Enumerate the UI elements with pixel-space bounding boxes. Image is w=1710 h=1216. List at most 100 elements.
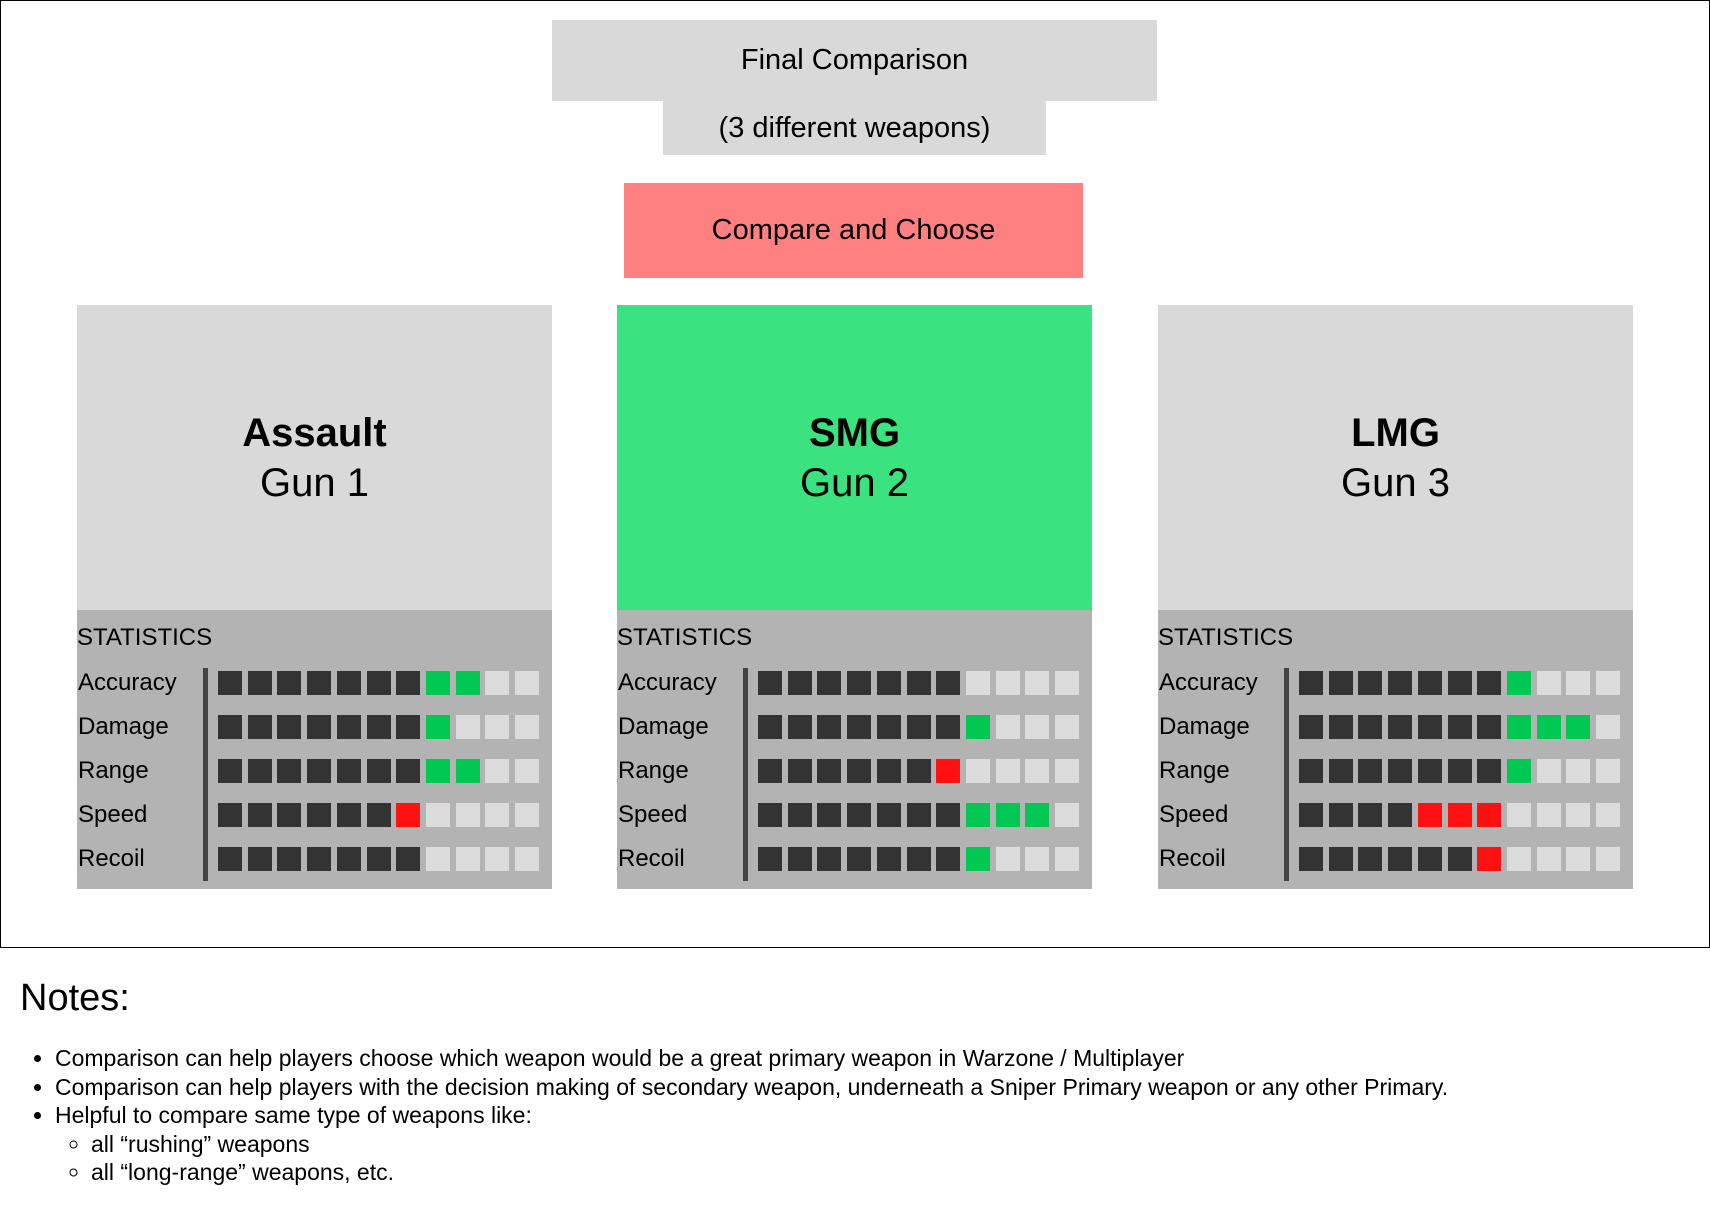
stat-segment-empty [456, 847, 480, 871]
stat-bar-damage [218, 715, 540, 739]
note-item: Comparison can help players with the dec… [55, 1073, 1705, 1102]
stat-row-damage: Damage [1158, 712, 1633, 742]
stat-segment-filled [1329, 671, 1353, 695]
weapon-type-label: SMG [808, 410, 901, 455]
stat-segment-empty [515, 759, 539, 783]
stat-label: Range [78, 757, 149, 784]
stat-segment-filled [396, 671, 420, 695]
stat-segment-empty [515, 847, 539, 871]
stat-segment-filled [877, 671, 901, 695]
stat-segment-bonus [966, 847, 990, 871]
stat-segment-bonus [996, 803, 1020, 827]
notes-sublist: all “rushing” weapons all “long-range” w… [55, 1130, 1705, 1187]
note-item: Comparison can help players choose which… [55, 1044, 1705, 1073]
stat-segment-empty [1537, 803, 1561, 827]
stat-segment-empty [1055, 847, 1079, 871]
stat-segment-filled [248, 847, 272, 871]
stat-segment-empty [1507, 803, 1531, 827]
stat-segment-filled [337, 847, 361, 871]
stat-segment-empty [996, 759, 1020, 783]
stat-segment-filled [396, 715, 420, 739]
stat-segment-empty [485, 847, 509, 871]
weapon-card-assault[interactable]: Assault Gun 1 STATISTICS Accuracy Damage R… [77, 305, 552, 889]
stat-label: Damage [1159, 713, 1250, 740]
stat-bar-speed [218, 803, 540, 827]
weapon-card-header[interactable]: Assault Gun 1 [77, 305, 552, 610]
stat-segment-filled [1418, 715, 1442, 739]
weapon-name-label: Gun 3 [1341, 460, 1450, 505]
stat-segment-filled [1388, 715, 1412, 739]
weapon-name-label: Gun 2 [800, 460, 909, 505]
stat-segment-filled [907, 671, 931, 695]
stat-segment-filled [817, 715, 841, 739]
stat-segment-empty [1537, 671, 1561, 695]
stat-segment-filled [367, 847, 391, 871]
stat-segment-filled [1388, 803, 1412, 827]
stat-segment-empty [456, 715, 480, 739]
stat-bar-accuracy [218, 671, 540, 695]
stat-segment-filled [277, 715, 301, 739]
stat-segment-filled [907, 715, 931, 739]
compare-and-choose-button[interactable]: Compare and Choose [624, 183, 1083, 278]
stat-segment-bonus [456, 671, 480, 695]
stat-segment-filled [907, 759, 931, 783]
stat-segment-filled [1299, 759, 1323, 783]
stat-segment-empty [1507, 847, 1531, 871]
stat-segment-filled [307, 803, 331, 827]
stat-segment-penalty [396, 803, 420, 827]
stat-label: Speed [618, 801, 688, 828]
stat-segment-penalty [1477, 803, 1501, 827]
stat-segment-filled [277, 671, 301, 695]
stat-segment-filled [758, 803, 782, 827]
stat-segment-empty [1537, 759, 1561, 783]
stat-segment-filled [367, 715, 391, 739]
stat-segment-filled [758, 715, 782, 739]
stat-segment-empty [426, 803, 450, 827]
stat-row-speed: Speed [617, 800, 1092, 830]
weapon-card-smg[interactable]: SMG Gun 2 STATISTICS Accuracy Damage Range… [617, 305, 1092, 889]
stat-row-speed: Speed [1158, 800, 1633, 830]
stat-row-range: Range [77, 756, 552, 786]
stat-segment-filled [1448, 715, 1472, 739]
weapon-card-header[interactable]: LMG Gun 3 [1158, 305, 1633, 610]
stat-segment-empty [485, 715, 509, 739]
stat-row-accuracy: Accuracy [617, 668, 1092, 698]
stat-segment-filled [307, 715, 331, 739]
stat-segment-filled [877, 803, 901, 827]
stat-segment-filled [1329, 803, 1353, 827]
stat-label: Recoil [78, 845, 145, 872]
weapon-type-label: LMG [1351, 410, 1440, 455]
stat-segment-empty [1025, 671, 1049, 695]
stat-segment-bonus [966, 803, 990, 827]
stat-segment-filled [218, 847, 242, 871]
note-subitem: all “long-range” weapons, etc. [91, 1158, 1705, 1187]
stat-segment-empty [1025, 759, 1049, 783]
stat-segment-filled [907, 847, 931, 871]
stat-segment-bonus [426, 671, 450, 695]
stat-segment-empty [456, 803, 480, 827]
stat-segment-bonus [1507, 759, 1531, 783]
weapon-card-header[interactable]: SMG Gun 2 [617, 305, 1092, 610]
weapon-card-lmg[interactable]: LMG Gun 3 STATISTICS Accuracy Damage Range… [1158, 305, 1633, 889]
stat-segment-filled [248, 671, 272, 695]
stat-segment-filled [337, 759, 361, 783]
weapon-type-label: Assault [242, 410, 387, 455]
note-item-text: Helpful to compare same type of weapons … [55, 1102, 532, 1128]
stat-segment-filled [337, 671, 361, 695]
stat-segment-filled [936, 847, 960, 871]
stat-segment-empty [1596, 803, 1620, 827]
statistics-title: STATISTICS [617, 624, 753, 651]
stat-segment-empty [1566, 803, 1590, 827]
stat-segment-filled [396, 847, 420, 871]
stat-bar-accuracy [758, 671, 1080, 695]
stat-segment-filled [877, 715, 901, 739]
stat-bar-range [218, 759, 540, 783]
stat-segment-filled [788, 803, 812, 827]
stat-segment-filled [1329, 847, 1353, 871]
stat-row-range: Range [1158, 756, 1633, 786]
stat-segment-empty [1537, 847, 1561, 871]
stat-segment-filled [1448, 759, 1472, 783]
stat-segment-filled [1329, 759, 1353, 783]
stat-segment-empty [966, 759, 990, 783]
stat-segment-filled [1358, 847, 1382, 871]
